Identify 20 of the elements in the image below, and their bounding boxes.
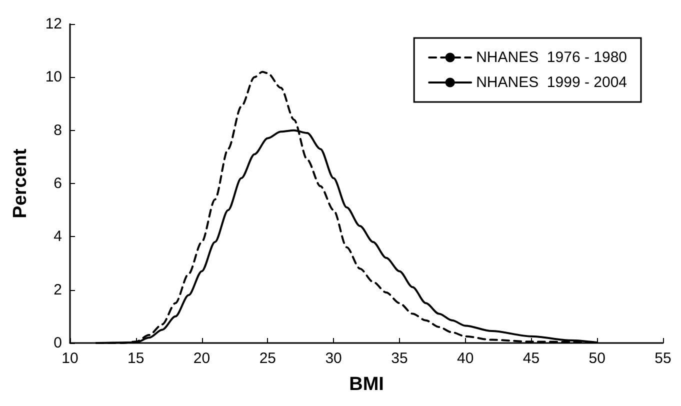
y-tick-label: 4: [54, 228, 62, 246]
y-tick-label: 2: [54, 281, 62, 298]
y-tick-label: 0: [54, 334, 62, 352]
legend-label: NHANES 1999 - 2004: [476, 74, 628, 91]
x-tick-label: 45: [522, 350, 540, 367]
x-tick-label: 15: [128, 350, 144, 367]
x-tick-label: 50: [588, 350, 606, 367]
y-tick-label: 8: [54, 122, 62, 139]
x-axis-title: BMI: [349, 374, 384, 395]
legend-label: NHANES 1976 - 1980: [476, 49, 628, 66]
y-tick-label: 10: [45, 68, 62, 86]
x-tick-label: 20: [193, 350, 210, 367]
x-tick-label: 35: [391, 350, 408, 367]
x-tick-label: 55: [654, 350, 672, 367]
x-tick-label: 25: [259, 350, 276, 367]
x-tick-label: 30: [325, 350, 342, 367]
y-axis-title: Percent: [10, 148, 31, 218]
y-tick-label: 6: [54, 175, 62, 192]
y-tick-label: 12: [45, 16, 62, 32]
x-tick-label: 40: [456, 350, 474, 367]
